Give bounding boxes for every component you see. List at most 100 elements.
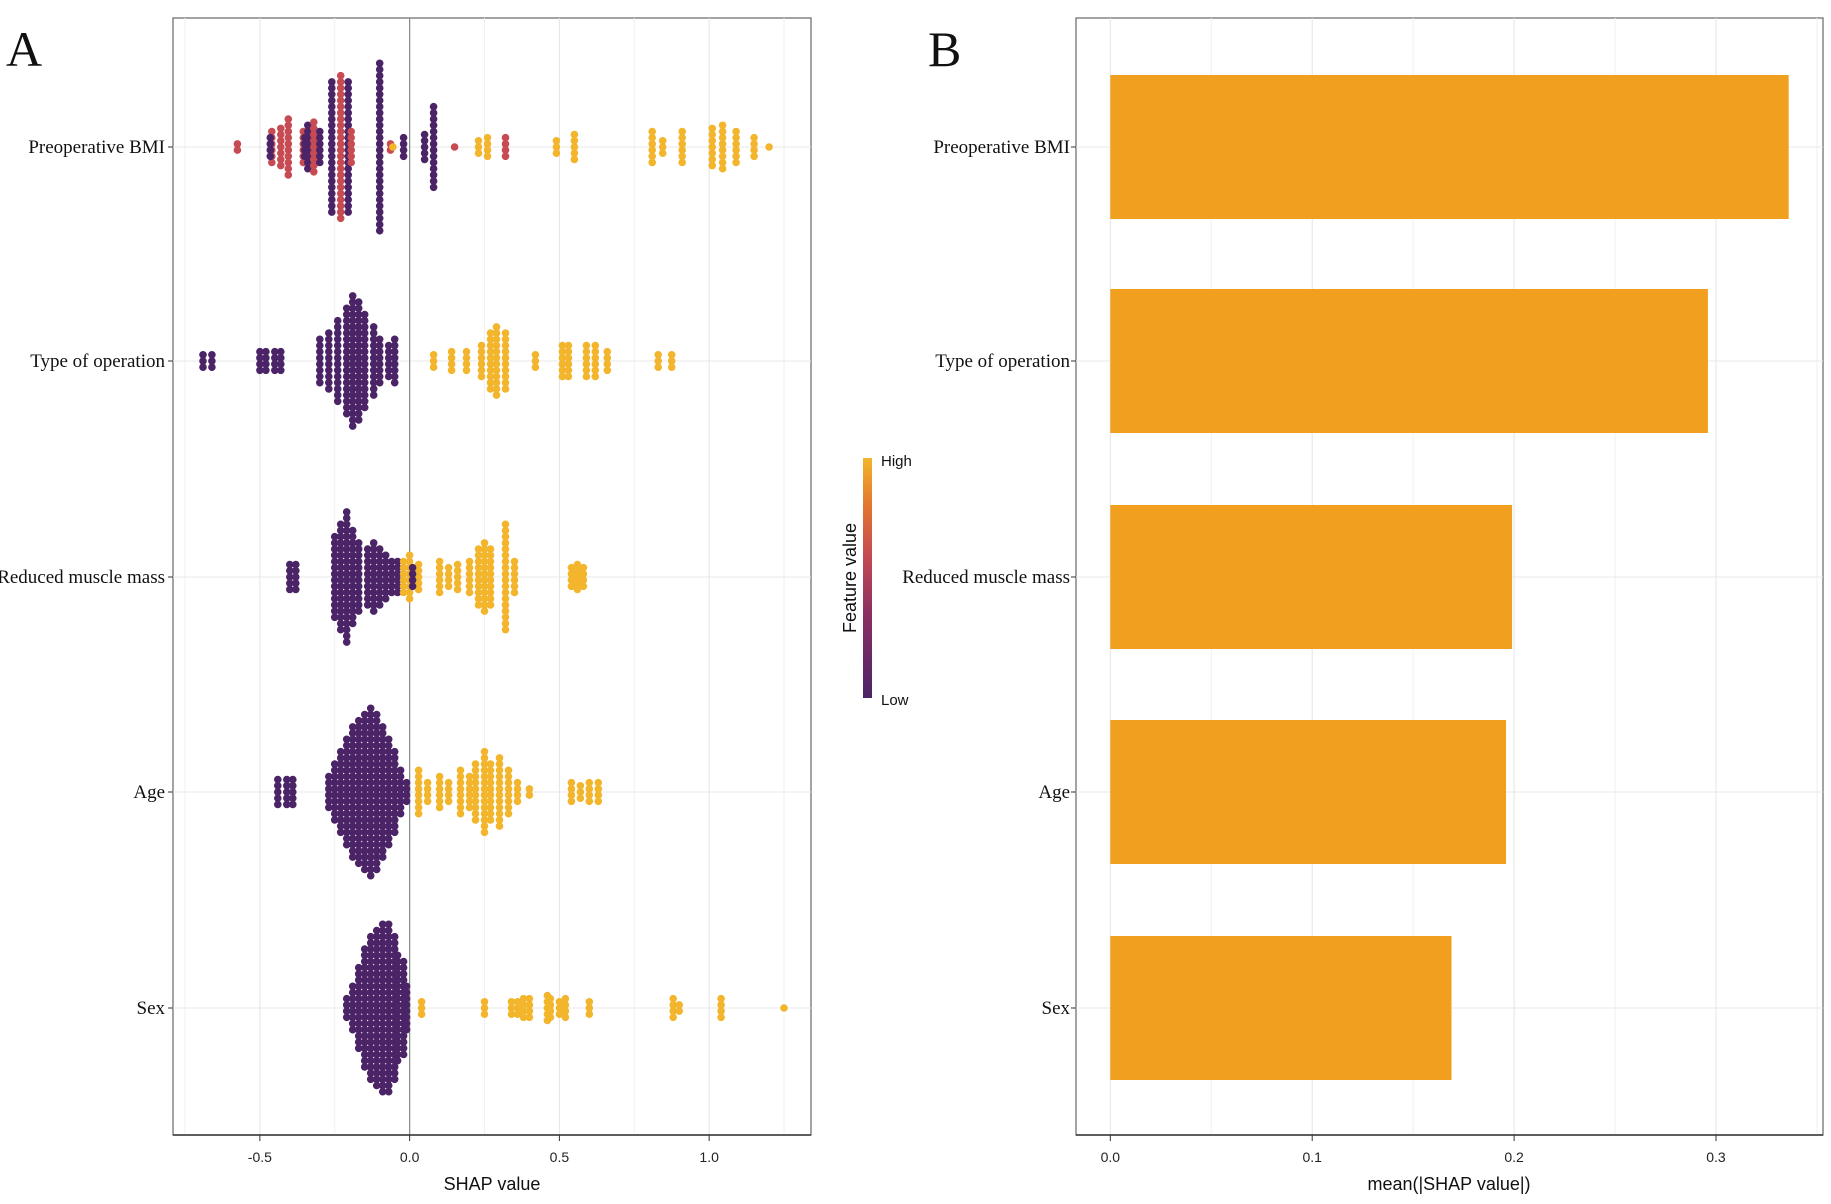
shap-point bbox=[360, 809, 369, 818]
shap-point bbox=[344, 177, 353, 185]
shap-point bbox=[348, 347, 357, 356]
shap-point bbox=[284, 164, 293, 173]
shap-point bbox=[429, 146, 438, 154]
shap-point bbox=[510, 588, 519, 597]
shap-point bbox=[420, 149, 429, 157]
shap-point bbox=[360, 994, 369, 1003]
shap-point bbox=[708, 149, 716, 157]
shap-point bbox=[266, 140, 275, 148]
shap-point bbox=[480, 822, 489, 830]
shap-point bbox=[342, 816, 351, 824]
shap-point bbox=[378, 766, 387, 775]
shap-point bbox=[471, 803, 480, 812]
shap-point bbox=[354, 859, 363, 868]
shap-point bbox=[576, 794, 585, 802]
shap-point bbox=[360, 754, 369, 762]
shap-point bbox=[366, 1038, 375, 1046]
shap-point bbox=[501, 133, 510, 142]
x-tick-label: 0.2 bbox=[1504, 1149, 1524, 1165]
shap-point bbox=[304, 152, 312, 161]
shap-point bbox=[501, 619, 510, 628]
shap-point bbox=[384, 840, 393, 849]
shap-point bbox=[342, 772, 351, 781]
shap-point bbox=[286, 560, 294, 569]
shap-point bbox=[708, 124, 716, 133]
shap-point bbox=[336, 109, 345, 117]
shap-point bbox=[348, 791, 357, 799]
shap-point bbox=[375, 360, 384, 368]
shap-point bbox=[342, 570, 351, 578]
shap-point bbox=[354, 347, 363, 356]
shap-point bbox=[344, 208, 353, 216]
shap-point bbox=[360, 403, 369, 412]
shap-point bbox=[381, 557, 390, 566]
shap-point bbox=[366, 809, 375, 818]
shap-point bbox=[366, 847, 375, 855]
shap-point bbox=[474, 143, 483, 151]
shap-point bbox=[378, 988, 387, 997]
shap-point bbox=[360, 803, 369, 812]
shap-point bbox=[456, 791, 465, 799]
shap-point bbox=[525, 1013, 534, 1022]
shap-point bbox=[384, 970, 393, 978]
shap-point bbox=[513, 797, 522, 806]
shap-point bbox=[591, 372, 600, 381]
shap-point bbox=[363, 601, 372, 609]
shap-point bbox=[199, 363, 207, 372]
shap-point bbox=[718, 140, 727, 148]
shap-point bbox=[501, 607, 510, 615]
shap-point bbox=[669, 994, 677, 1003]
shap-point bbox=[390, 828, 399, 837]
shap-point bbox=[435, 570, 444, 578]
shap-point bbox=[567, 778, 576, 787]
shap-point bbox=[366, 1019, 375, 1028]
shap-point bbox=[348, 570, 357, 578]
shap-point bbox=[375, 570, 384, 578]
shap-point bbox=[465, 570, 474, 578]
shap-point bbox=[369, 551, 378, 560]
shap-point bbox=[369, 329, 378, 337]
shap-point bbox=[366, 729, 375, 737]
shap-point bbox=[384, 1050, 393, 1059]
shap-point bbox=[393, 976, 402, 984]
shap-point bbox=[199, 357, 207, 365]
shap-point bbox=[486, 772, 495, 781]
shap-point bbox=[393, 1038, 402, 1046]
shap-point bbox=[576, 788, 585, 796]
shap-point bbox=[347, 140, 356, 148]
shap-point bbox=[360, 341, 369, 350]
shap-point bbox=[348, 397, 357, 406]
shap-point bbox=[384, 803, 393, 812]
shap-point bbox=[474, 582, 483, 591]
shap-point bbox=[292, 579, 300, 587]
shap-point bbox=[375, 189, 384, 198]
shap-point bbox=[504, 772, 513, 781]
shap-point bbox=[328, 84, 336, 92]
shap-point bbox=[423, 778, 432, 787]
shap-point bbox=[396, 772, 405, 781]
shap-point bbox=[444, 785, 453, 793]
shap-point bbox=[384, 1063, 393, 1071]
shap-point bbox=[390, 372, 399, 381]
shap-point bbox=[414, 791, 423, 799]
shap-point bbox=[262, 354, 270, 362]
shap-point bbox=[654, 363, 662, 372]
shap-point bbox=[347, 133, 356, 142]
shap-point bbox=[384, 822, 393, 830]
shap-point bbox=[360, 797, 369, 806]
shap-point bbox=[277, 354, 285, 362]
shap-point bbox=[579, 576, 588, 584]
shap-point bbox=[501, 539, 510, 547]
shap-point bbox=[492, 354, 501, 362]
shap-point bbox=[399, 957, 408, 966]
shap-point bbox=[495, 772, 504, 781]
shap-point bbox=[393, 582, 402, 591]
shap-point bbox=[310, 137, 318, 145]
shap-point bbox=[492, 372, 501, 381]
shap-point bbox=[360, 859, 369, 868]
shap-point bbox=[372, 766, 381, 775]
shap-point bbox=[474, 576, 483, 584]
x-tick-label: 0.0 bbox=[1101, 1149, 1121, 1165]
shap-point bbox=[366, 1063, 375, 1071]
shap-point bbox=[375, 133, 384, 142]
